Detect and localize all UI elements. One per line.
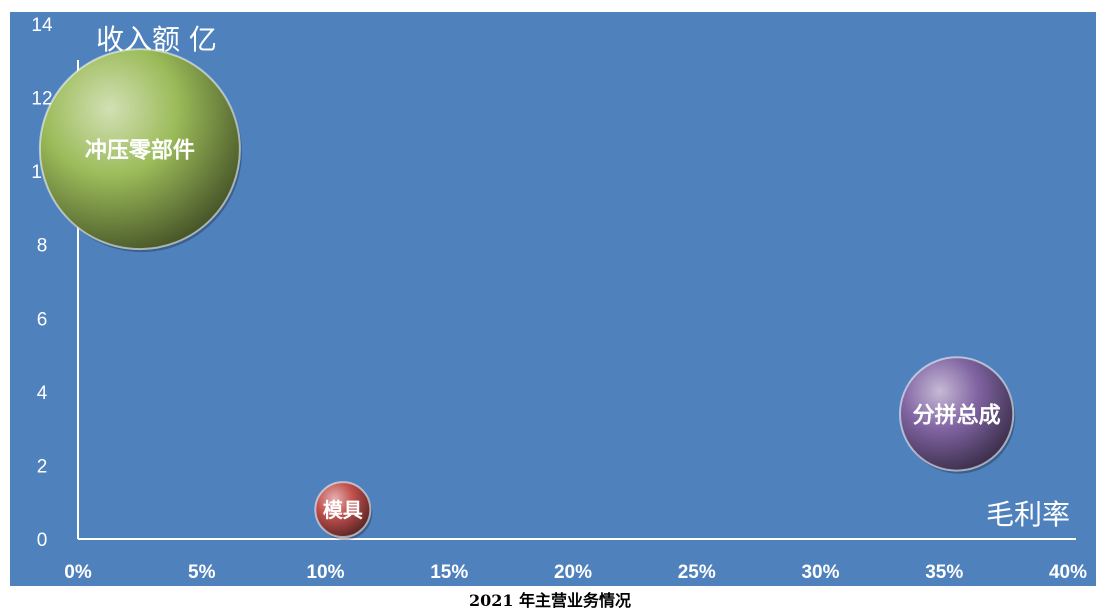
y-tick-label: 0: [37, 530, 48, 551]
chart-caption: 2021 年主营业务情况: [468, 591, 632, 610]
x-tick-label: 30%: [801, 562, 839, 583]
y-tick-label: 4: [37, 383, 48, 404]
y-tick-label: 6: [37, 309, 48, 330]
y-tick-label: 2: [37, 456, 48, 477]
y-tick-label: 12: [31, 89, 52, 110]
bubble-chart: 024681012140%5%10%15%20%25%30%35%40%收入额 …: [31, 15, 1087, 583]
y-tick-label: 8: [37, 236, 48, 257]
x-tick-label: 0%: [64, 562, 92, 583]
x-tick-label: 40%: [1049, 562, 1087, 583]
x-tick-label: 10%: [306, 562, 344, 583]
x-axis-title: 毛利率: [986, 498, 1070, 531]
y-tick-label: 14: [31, 15, 53, 36]
bubble-2: [898, 356, 1015, 472]
x-tick-label: 25%: [678, 562, 716, 583]
bubble-0: [38, 48, 241, 251]
bubble-1: [314, 481, 372, 539]
bubble-label: 冲压零部件: [85, 137, 195, 163]
x-tick-label: 20%: [554, 562, 592, 583]
x-tick-label: 5%: [188, 562, 216, 583]
bubble-label: 模具: [323, 498, 363, 522]
x-tick-label: 35%: [925, 562, 963, 583]
bubble-label: 分拼总成: [913, 402, 1001, 428]
x-tick-label: 15%: [430, 562, 468, 583]
